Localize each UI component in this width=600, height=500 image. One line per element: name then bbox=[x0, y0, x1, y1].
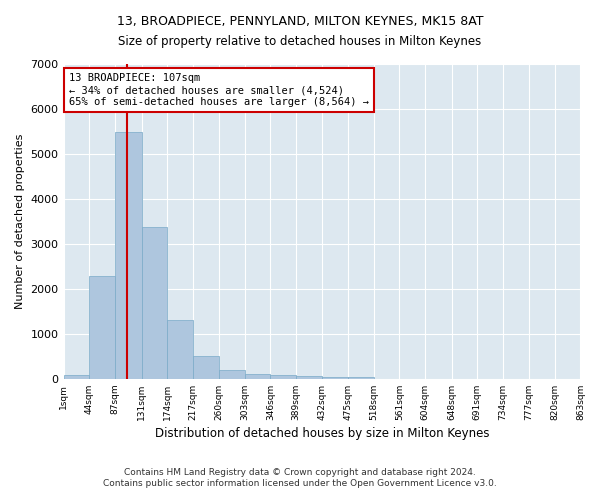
Bar bbox=[348, 378, 374, 379]
Text: 13, BROADPIECE, PENNYLAND, MILTON KEYNES, MK15 8AT: 13, BROADPIECE, PENNYLAND, MILTON KEYNES… bbox=[117, 15, 483, 28]
Bar bbox=[219, 370, 245, 379]
Bar bbox=[115, 132, 142, 379]
Bar bbox=[167, 320, 193, 379]
Bar bbox=[245, 374, 271, 379]
Bar bbox=[296, 376, 322, 379]
Bar bbox=[64, 375, 89, 379]
Text: Contains HM Land Registry data © Crown copyright and database right 2024.
Contai: Contains HM Land Registry data © Crown c… bbox=[103, 468, 497, 487]
Y-axis label: Number of detached properties: Number of detached properties bbox=[15, 134, 25, 309]
Bar bbox=[193, 356, 219, 379]
Text: Size of property relative to detached houses in Milton Keynes: Size of property relative to detached ho… bbox=[118, 35, 482, 48]
Bar bbox=[142, 227, 167, 379]
Bar bbox=[271, 376, 296, 379]
Bar bbox=[322, 377, 348, 379]
X-axis label: Distribution of detached houses by size in Milton Keynes: Distribution of detached houses by size … bbox=[155, 427, 489, 440]
Bar bbox=[89, 276, 115, 379]
Text: 13 BROADPIECE: 107sqm
← 34% of detached houses are smaller (4,524)
65% of semi-d: 13 BROADPIECE: 107sqm ← 34% of detached … bbox=[69, 74, 369, 106]
